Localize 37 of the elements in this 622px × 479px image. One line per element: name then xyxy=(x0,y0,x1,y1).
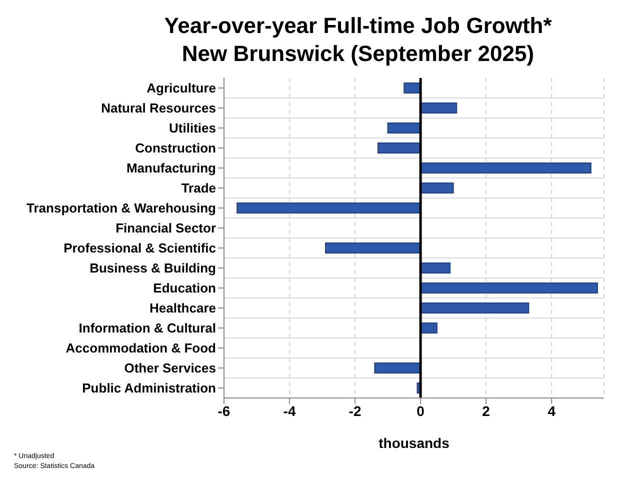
x-tick-label: -6 xyxy=(218,402,230,419)
bar xyxy=(420,162,592,174)
y-tick-label: Agriculture xyxy=(146,80,216,96)
y-tick-label: Accommodation & Food xyxy=(66,340,216,356)
bar xyxy=(420,262,451,274)
y-tick-label: Healthcare xyxy=(150,300,216,316)
y-tick-label: Utilities xyxy=(169,120,216,136)
bar xyxy=(325,242,422,254)
y-tick-label: Information & Cultural xyxy=(78,320,216,336)
bar xyxy=(236,202,422,214)
x-tick-label: 0 xyxy=(416,402,425,419)
x-tick-label: -2 xyxy=(348,402,362,419)
x-tick-label: -4 xyxy=(283,402,296,419)
y-tick-label: Business & Building xyxy=(90,260,216,276)
bar xyxy=(420,302,530,314)
bar xyxy=(387,122,422,134)
bar xyxy=(420,282,598,294)
chart-title: Year-over-year Full-time Job Growth* New Brunswick (September 2025) xyxy=(163,12,553,68)
bar xyxy=(420,182,454,194)
y-tick-label: Financial Sector xyxy=(116,220,216,236)
bar xyxy=(404,82,422,94)
y-tick-label: Transportation & Warehousing xyxy=(26,200,216,216)
bar xyxy=(420,322,438,334)
y-tick-label: Other Services xyxy=(124,360,216,376)
y-tick-label: Public Administration xyxy=(82,380,216,396)
y-tick-label: Trade xyxy=(181,180,216,196)
bar xyxy=(420,102,458,114)
y-tick-label: Construction xyxy=(135,140,216,156)
y-tick-label: Manufacturing xyxy=(126,160,216,176)
x-tick-label: 4 xyxy=(548,402,556,419)
y-tick-label: Natural Resources xyxy=(101,100,216,116)
y-tick-label: Professional & Scientific xyxy=(64,240,216,256)
bar xyxy=(377,142,422,154)
x-tick-label: 2 xyxy=(482,402,490,419)
x-axis-title: thousands xyxy=(378,435,450,451)
y-tick-label: Education xyxy=(153,280,216,296)
bar xyxy=(374,362,422,374)
